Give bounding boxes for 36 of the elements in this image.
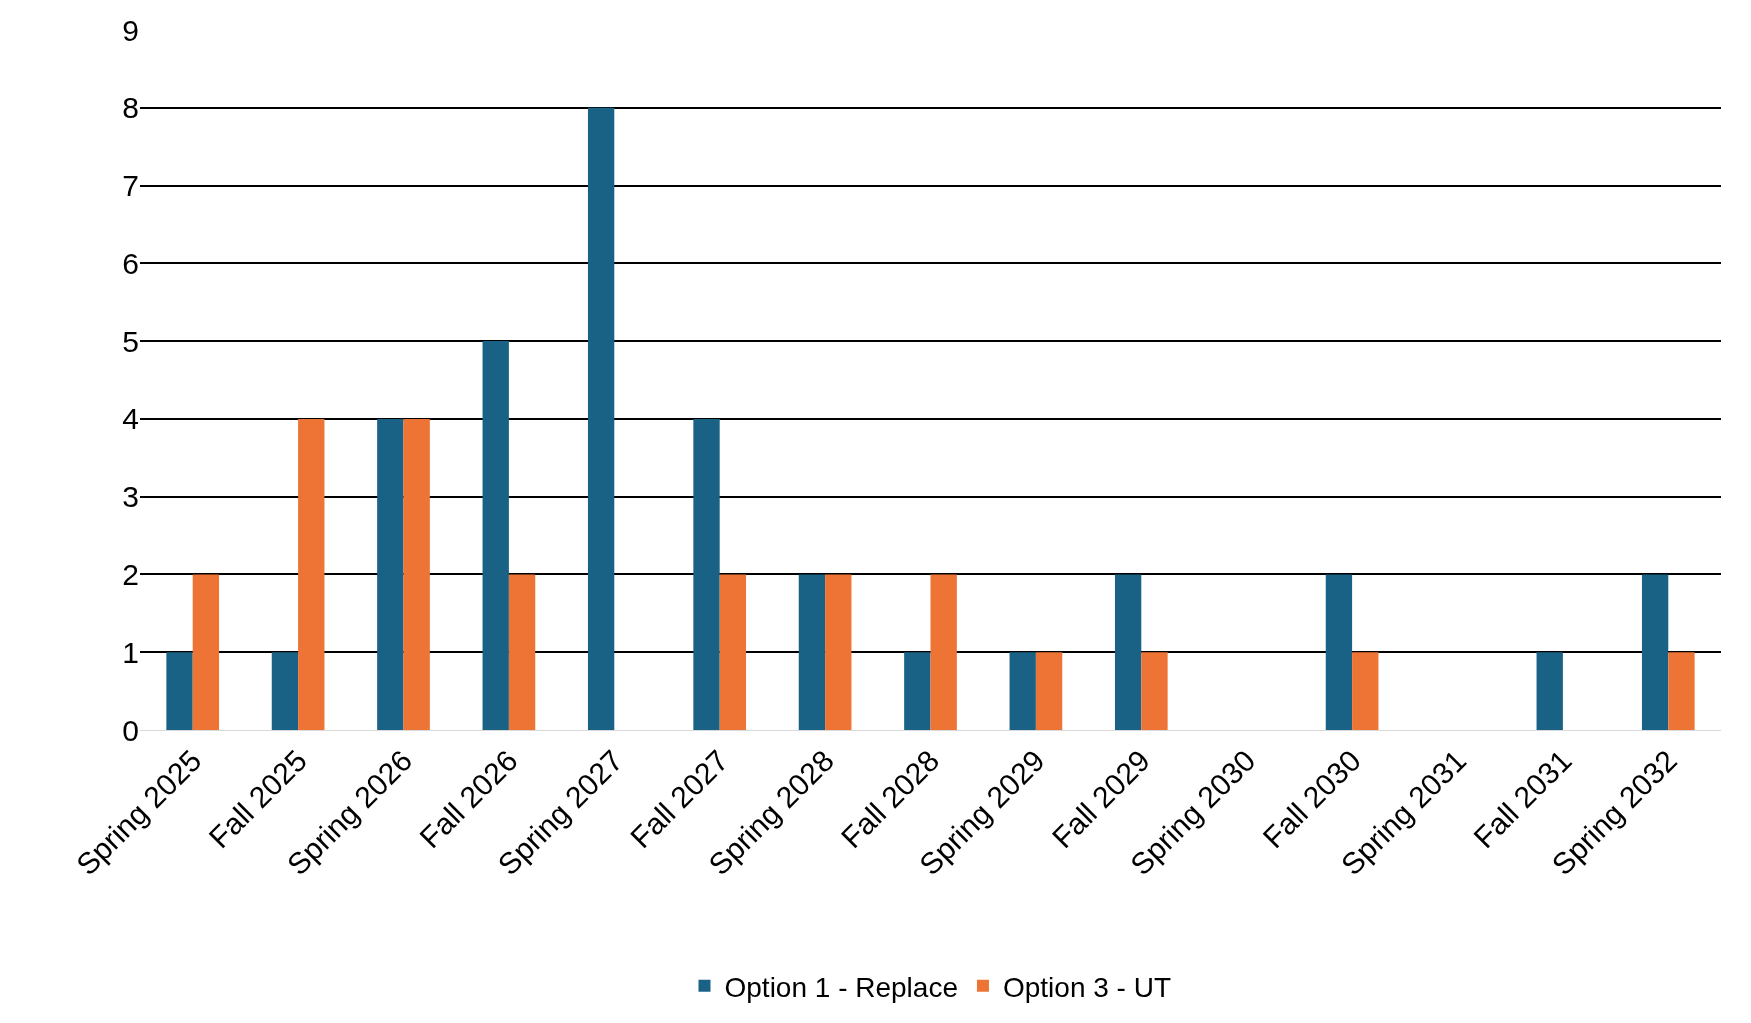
y-tick-label: 8	[122, 91, 139, 125]
bar	[930, 574, 957, 730]
bar	[1536, 652, 1563, 730]
bar	[1114, 574, 1142, 730]
bar	[1668, 652, 1695, 730]
y-tick-label: 7	[122, 169, 139, 203]
y-tick-label: 6	[122, 246, 139, 280]
bar	[192, 574, 220, 730]
bar	[298, 418, 325, 730]
bar	[1325, 574, 1353, 730]
bar	[1035, 652, 1063, 730]
y-tick-label: 3	[122, 480, 139, 514]
y-tick-label: 1	[122, 635, 139, 669]
legend-label: Option 3 - UT	[1002, 971, 1172, 1003]
bar	[1352, 652, 1379, 730]
bar	[166, 652, 193, 730]
bar	[508, 574, 536, 730]
bar	[825, 574, 852, 730]
bar	[693, 418, 720, 730]
y-tick-label: 9	[122, 13, 139, 47]
y-tick-label: 4	[122, 402, 139, 436]
bar	[403, 418, 430, 730]
y-tick-label: 0	[122, 713, 139, 747]
bar	[377, 418, 404, 730]
bar	[482, 341, 509, 730]
bar	[1009, 652, 1036, 730]
y-tick-label: 2	[122, 557, 139, 591]
bar	[1141, 652, 1168, 730]
y-tick-label: 5	[122, 324, 139, 358]
bar	[271, 652, 299, 730]
bar	[798, 574, 826, 730]
bar	[587, 107, 615, 730]
bar	[1641, 574, 1669, 730]
bar	[904, 652, 931, 730]
bar	[719, 574, 747, 730]
legend-label: Option 1 - Replace	[724, 971, 958, 1003]
